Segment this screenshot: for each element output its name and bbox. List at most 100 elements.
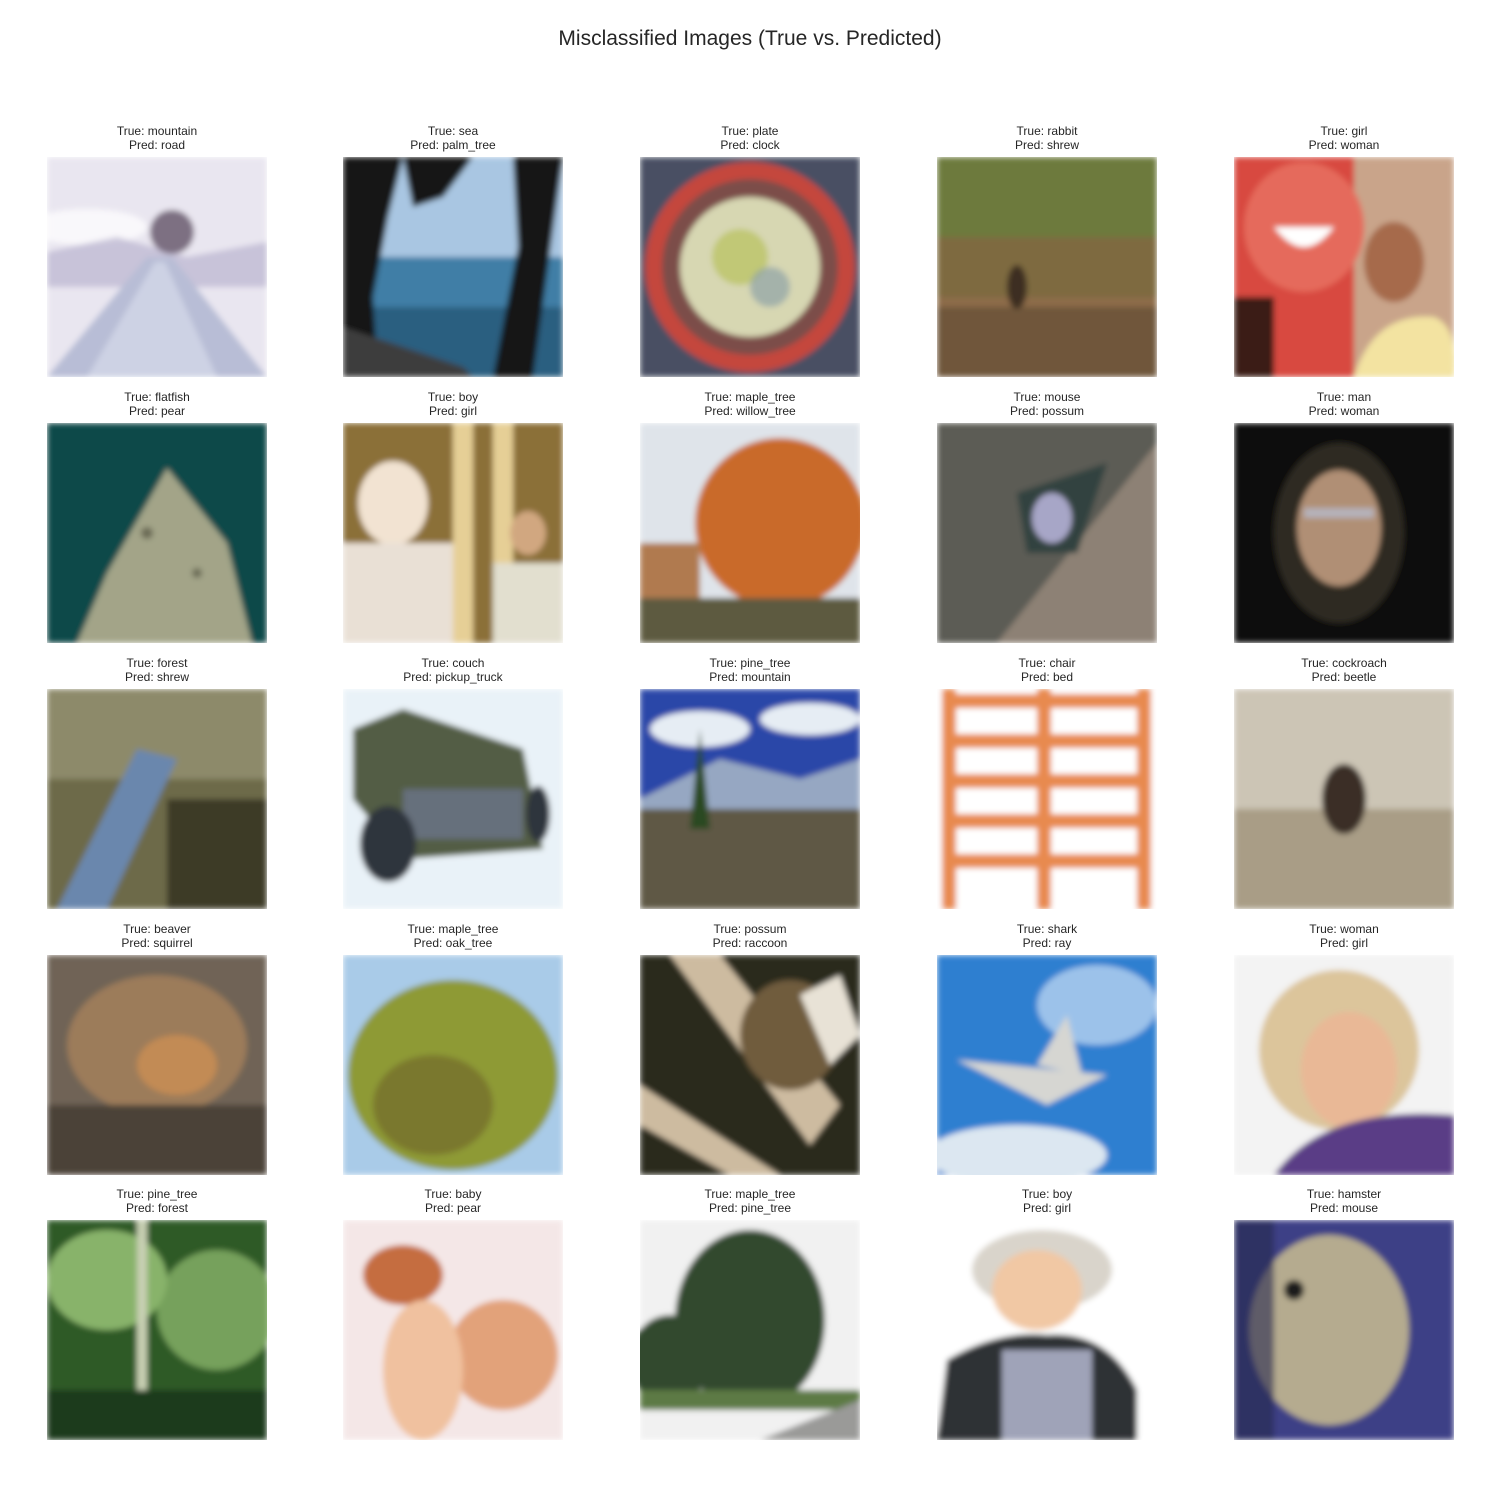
figure-title: Misclassified Images (True vs. Predicted… — [558, 27, 942, 50]
pred-label: Pred: oak_tree — [413, 936, 493, 950]
true-label: True: boy — [1021, 1187, 1073, 1201]
pred-label: Pred: willow_tree — [704, 404, 796, 418]
image-caption: True: maple_tree Pred: willow_tree — [600, 390, 900, 418]
pred-label: Pred: woman — [1308, 138, 1380, 152]
thumbnail-image — [343, 157, 563, 377]
thumbnail-image — [937, 1220, 1157, 1440]
thumbnail-image — [1234, 1220, 1454, 1440]
grid-cell: True: boy Pred: girl — [937, 1187, 1157, 1440]
grid-cell: True: mountain Pred: road — [47, 124, 267, 377]
thumbnail-image — [937, 955, 1157, 1175]
thumbnail-image — [937, 157, 1157, 377]
grid-cell: True: maple_tree Pred: oak_tree — [343, 922, 563, 1175]
grid-cell: True: baby Pred: pear — [343, 1187, 563, 1440]
thumbnail-image — [47, 955, 267, 1175]
thumbnail-image — [640, 689, 860, 909]
pred-label: Pred: raccoon — [712, 936, 788, 950]
image-caption: True: girl Pred: woman — [1194, 124, 1494, 152]
image-caption: True: man Pred: woman — [1194, 390, 1494, 418]
grid-cell: True: beaver Pred: squirrel — [47, 922, 267, 1175]
image-caption: True: boy Pred: girl — [897, 1187, 1197, 1215]
pred-label: Pred: beetle — [1311, 670, 1377, 684]
thumbnail-image — [343, 423, 563, 643]
pred-label: Pred: girl — [1022, 1201, 1072, 1215]
pred-label: Pred: clock — [720, 138, 780, 152]
grid-cell: True: rabbit Pred: shrew — [937, 124, 1157, 377]
true-label: True: cockroach — [1301, 656, 1387, 670]
true-label: True: maple_tree — [407, 922, 499, 936]
grid-cell: True: sea Pred: palm_tree — [343, 124, 563, 377]
true-label: True: pine_tree — [116, 1187, 198, 1201]
thumbnail-image — [937, 689, 1157, 909]
image-caption: True: maple_tree Pred: oak_tree — [303, 922, 603, 950]
pred-label: Pred: girl — [428, 404, 478, 418]
thumbnail-image — [343, 1220, 563, 1440]
true-label: True: sea — [427, 124, 479, 138]
pred-label: Pred: squirrel — [121, 936, 193, 950]
pred-label: Pred: ray — [1022, 936, 1072, 950]
grid-cell: True: hamster Pred: mouse — [1234, 1187, 1454, 1440]
true-label: True: hamster — [1306, 1187, 1382, 1201]
true-label: True: beaver — [123, 922, 191, 936]
thumbnail-image — [1234, 157, 1454, 377]
pred-label: Pred: shrew — [124, 670, 190, 684]
image-caption: True: cockroach Pred: beetle — [1194, 656, 1494, 684]
pred-label: Pred: pear — [424, 1201, 482, 1215]
pred-label: Pred: possum — [1009, 404, 1085, 418]
true-label: True: mountain — [116, 124, 198, 138]
true-label: True: couch — [421, 656, 485, 670]
pred-label: Pred: mountain — [709, 670, 791, 684]
image-caption: True: hamster Pred: mouse — [1194, 1187, 1494, 1215]
grid-cell: True: maple_tree Pred: pine_tree — [640, 1187, 860, 1440]
image-caption: True: forest Pred: shrew — [7, 656, 307, 684]
image-caption: True: boy Pred: girl — [303, 390, 603, 418]
thumbnail-image — [1234, 689, 1454, 909]
image-caption: True: maple_tree Pred: pine_tree — [600, 1187, 900, 1215]
image-caption: True: mountain Pred: road — [7, 124, 307, 152]
grid-cell: True: mouse Pred: possum — [937, 390, 1157, 643]
true-label: True: baby — [424, 1187, 482, 1201]
grid-cell: True: flatfish Pred: pear — [47, 390, 267, 643]
pred-label: Pred: shrew — [1014, 138, 1080, 152]
grid-cell: True: woman Pred: girl — [1234, 922, 1454, 1175]
grid-cell: True: pine_tree Pred: forest — [47, 1187, 267, 1440]
grid-cell: True: couch Pred: pickup_truck — [343, 656, 563, 909]
true-label: True: girl — [1320, 124, 1368, 138]
true-label: True: maple_tree — [704, 1187, 796, 1201]
thumbnail-image — [343, 955, 563, 1175]
pred-label: Pred: palm_tree — [410, 138, 496, 152]
image-caption: True: couch Pred: pickup_truck — [303, 656, 603, 684]
image-caption: True: pine_tree Pred: mountain — [600, 656, 900, 684]
true-label: True: woman — [1309, 922, 1379, 936]
image-caption: True: flatfish Pred: pear — [7, 390, 307, 418]
thumbnail-image — [47, 157, 267, 377]
true-label: True: maple_tree — [704, 390, 796, 404]
image-caption: True: shark Pred: ray — [897, 922, 1197, 950]
pred-label: Pred: girl — [1319, 936, 1369, 950]
true-label: True: mouse — [1013, 390, 1081, 404]
grid-cell: True: shark Pred: ray — [937, 922, 1157, 1175]
image-caption: True: woman Pred: girl — [1194, 922, 1494, 950]
true-label: True: forest — [126, 656, 188, 670]
pred-label: Pred: mouse — [1309, 1201, 1379, 1215]
thumbnail-image — [640, 423, 860, 643]
pred-label: Pred: woman — [1308, 404, 1380, 418]
pred-label: Pred: road — [128, 138, 186, 152]
thumbnail-image — [47, 689, 267, 909]
true-label: True: man — [1316, 390, 1372, 404]
true-label: True: shark — [1016, 922, 1078, 936]
pred-label: Pred: bed — [1020, 670, 1074, 684]
pred-label: Pred: forest — [125, 1201, 189, 1215]
thumbnail-image — [343, 689, 563, 909]
image-caption: True: rabbit Pred: shrew — [897, 124, 1197, 152]
pred-label: Pred: pickup_truck — [403, 670, 503, 684]
grid-cell: True: plate Pred: clock — [640, 124, 860, 377]
grid-cell: True: maple_tree Pred: willow_tree — [640, 390, 860, 643]
grid-cell: True: girl Pred: woman — [1234, 124, 1454, 377]
true-label: True: plate — [721, 124, 779, 138]
thumbnail-image — [640, 955, 860, 1175]
grid-cell: True: cockroach Pred: beetle — [1234, 656, 1454, 909]
pred-label: Pred: pear — [128, 404, 186, 418]
grid-cell: True: possum Pred: raccoon — [640, 922, 860, 1175]
